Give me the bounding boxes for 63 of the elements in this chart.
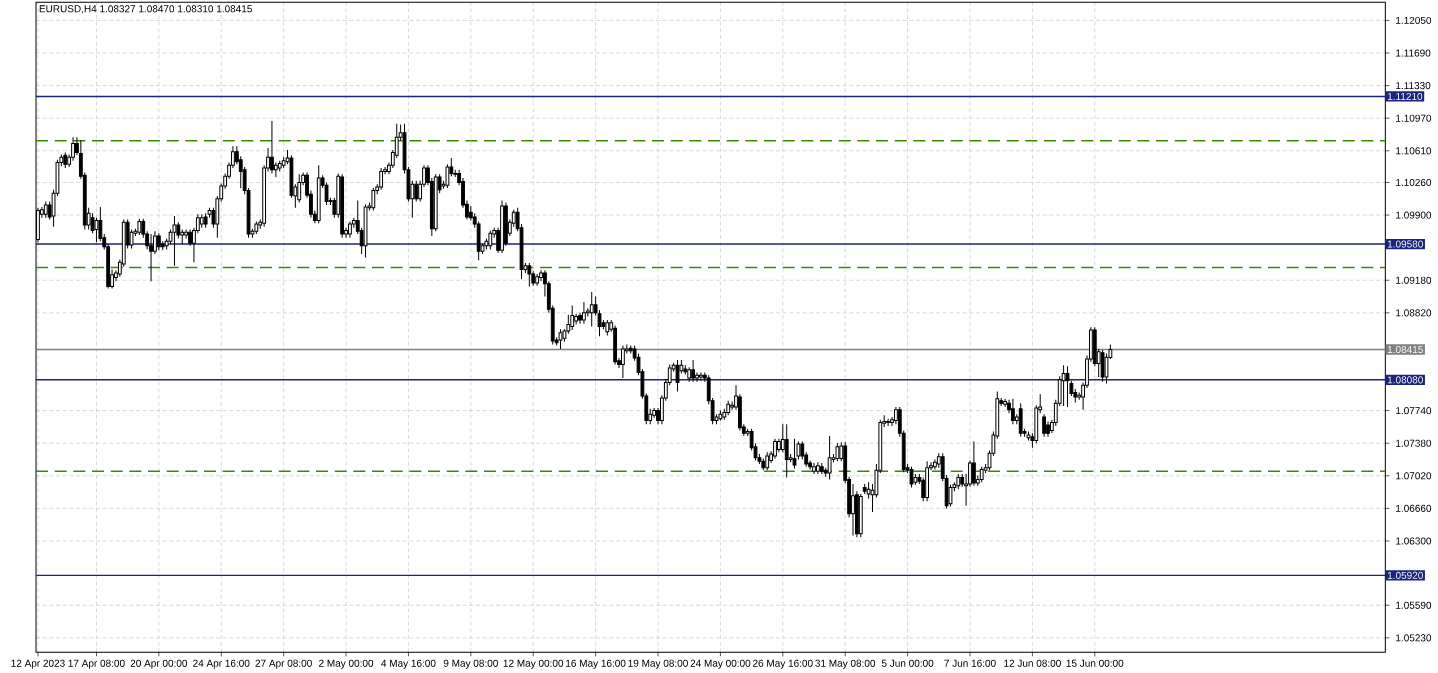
x-tick-label: 17 Apr 08:00 [68,659,125,669]
x-tick-label: 19 May 08:00 [628,659,688,669]
candlestick [886,418,890,427]
y-tick-label: 1.05230 [1396,634,1432,642]
candlestick [699,371,703,382]
candlestick [414,180,419,202]
candlestick [270,120,274,174]
y-tick-label: 1.11330 [1396,81,1431,90]
x-tick-label: 24 May 00:00 [690,659,751,669]
x-tick-label: 9 May 08:00 [443,659,498,669]
candlestick [582,301,586,325]
y-tick-label: 1.08820 [1396,309,1432,317]
y-tick-label: 1.07380 [1396,439,1432,447]
candlestick [379,167,384,191]
y-tick-label: 1.06300 [1396,537,1432,545]
y-tick-label: 1.07020 [1396,472,1432,480]
x-tick-label: 27 Apr 08:00 [255,659,312,669]
candlestick [812,462,816,475]
ref-line-label: 1.08080 [1387,376,1423,384]
x-tick-label: 20 Apr 00:00 [130,659,188,669]
x-tick-label: 12 Jun 08:00 [1004,659,1061,667]
chart-title: EURUSD,H4 1.08327 1.08470 1.08310 1.08415 [39,5,252,14]
y-tick-label: 1.06660 [1396,504,1432,512]
ref-line-label: 1.05920 [1387,571,1423,579]
y-tick-label: 1.05590 [1396,601,1432,609]
candlestick [1042,413,1046,438]
candlestick [94,217,99,243]
x-tick-label: 5 Jun 00:00 [881,659,934,667]
x-tick-label: 12 May 00:00 [503,659,564,669]
candlestick [149,233,153,282]
x-tick-label: 31 May 08:00 [815,659,876,669]
y-tick-label: 1.09180 [1396,276,1432,284]
x-tick-label: 26 May 16:00 [753,659,813,669]
ref-line-label: 1.09580 [1387,240,1423,248]
candlestick [851,483,855,536]
candlestick [578,312,582,325]
ref-line-label: 1.08415 [1387,345,1423,353]
candlestick [570,305,575,331]
x-tick-label: 7 Jun 16:00 [944,659,996,667]
candlestick [184,228,189,240]
x-tick-label: 24 Apr 16:00 [193,659,250,669]
candlestick [539,269,543,282]
candlestick [695,371,699,383]
y-tick-label: 1.10970 [1396,114,1432,122]
candlestick [972,440,976,487]
ref-line-label: 1.11210 [1387,92,1423,100]
y-tick-label: 1.12050 [1396,16,1432,24]
x-tick-label: 16 May 16:00 [566,659,626,669]
candlestick [621,344,625,379]
candlestick [784,423,789,479]
candlestick [371,187,376,211]
y-tick-label: 1.10260 [1396,178,1432,186]
x-tick-label: 2 May 00:00 [319,659,374,669]
y-tick-label: 1.09900 [1396,211,1432,219]
x-tick-label: 15 Jun 00:00 [1066,659,1124,667]
candlestick [773,438,777,459]
candlestick [574,313,579,326]
y-tick-label: 1.10610 [1396,147,1432,155]
x-tick-label: 12 Apr 2023 [11,659,65,669]
x-tick-label: 4 May 16:00 [381,659,436,669]
candlestick [691,359,696,383]
y-tick-label: 1.11690 [1396,49,1431,57]
y-tick-label: 1.07740 [1396,406,1432,415]
